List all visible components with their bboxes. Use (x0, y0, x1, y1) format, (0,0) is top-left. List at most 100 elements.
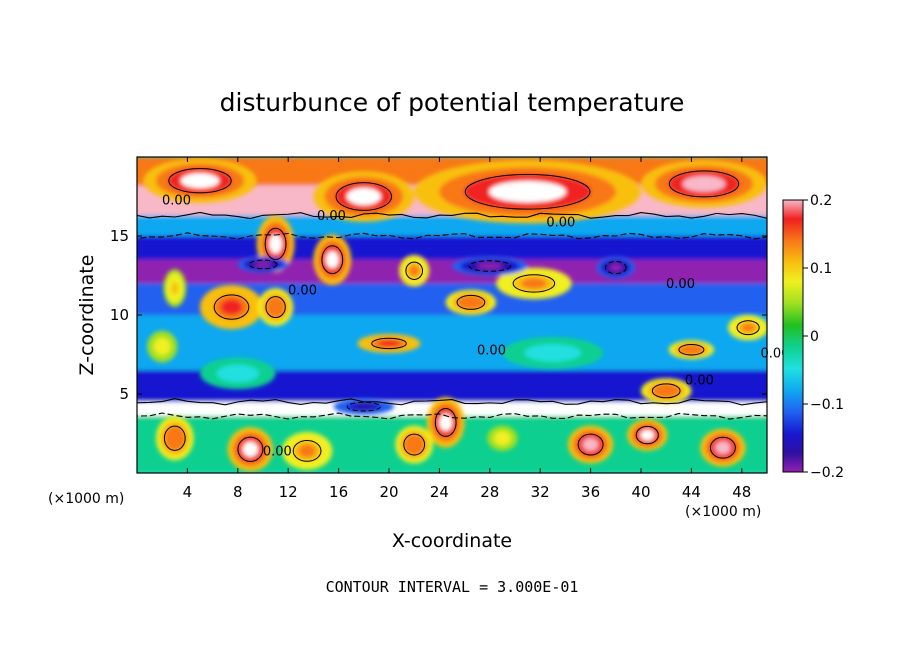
contour-layer (137, 168, 767, 462)
contour-line-26 (248, 259, 278, 270)
x-axis-ticks: 4 8 12 16 20 24 28 32 36 40 44 48 (183, 157, 751, 501)
blob-13-ring-3 (741, 323, 755, 332)
blob-9-ring-3 (462, 298, 480, 307)
contour-line-25 (604, 261, 627, 275)
blob-17-ring-3 (242, 441, 259, 457)
x-unit-right: (×1000 m) (685, 504, 761, 520)
blob-7-ring-3 (269, 300, 282, 314)
contour-zero-2 (137, 398, 767, 406)
contour-label-2: 0.00 (546, 216, 575, 231)
blob-29-ring-3 (535, 347, 570, 359)
blob-4-ring-3 (269, 234, 283, 254)
contour-line-5 (321, 245, 344, 275)
contour-line-18 (292, 439, 322, 462)
contour-line-11 (405, 261, 424, 280)
colorbar-tick-label-4: −0.2 (810, 465, 844, 481)
blob-24-ring-3 (497, 433, 508, 443)
contour-line-0 (168, 168, 232, 194)
x-tick-label-6: 28 (480, 483, 499, 501)
band-3 (137, 236, 767, 260)
blob-14-ring-3 (683, 346, 700, 353)
contour-line-2 (464, 173, 591, 210)
y-axis-label: Z-coordinate (76, 255, 98, 376)
contour-line-22 (163, 425, 186, 451)
colorbar-ticks: 0.2 0.1 0 −0.1 −0.2 (803, 193, 844, 481)
blob-19-ring-3 (582, 438, 599, 452)
y-tick-label-2: 15 (110, 227, 129, 245)
contour-label-3: 0.00 (288, 283, 317, 298)
contour-label-8: 0.00 (263, 445, 292, 460)
contour-line-7 (265, 296, 286, 319)
contour-line-23 (635, 425, 659, 445)
blob-5-ring-3 (325, 251, 339, 269)
blob-26-ring-3 (254, 261, 272, 268)
contour-line-15 (434, 408, 457, 437)
blob-10-ring-3 (521, 278, 547, 289)
x-tick-label-10: 44 (682, 483, 701, 501)
x-tick-label-11: 48 (732, 483, 751, 501)
contour-label-6: 0.00 (761, 347, 790, 362)
contour-line-4 (264, 227, 287, 261)
band-2 (137, 215, 767, 236)
contour-line-14 (678, 344, 705, 356)
colorbar-tick-label-1: 0.1 (810, 261, 832, 277)
colorbar-tick-label-3: −0.1 (810, 397, 844, 413)
contour-line-10 (512, 274, 556, 293)
blob-1-ring-3 (346, 187, 381, 206)
blob-20-ring-3 (715, 441, 731, 455)
blob-2-ring-3 (489, 181, 567, 203)
contour-zero-0 (137, 211, 767, 220)
blob-28-ring-3 (224, 368, 251, 379)
colorbar-tick-label-2: 0 (810, 329, 819, 345)
contour-line-21 (403, 433, 426, 456)
contour-line-13 (736, 320, 760, 336)
x-tick-label-9: 40 (631, 483, 650, 501)
contour-label-4: 0.00 (666, 277, 695, 292)
contour-zero-3 (137, 412, 767, 420)
blob-3-ring-3 (682, 175, 726, 192)
blob-27-ring-3 (476, 262, 503, 270)
x-tick-label-0: 4 (183, 483, 193, 501)
x-tick-label-7: 32 (531, 483, 550, 501)
blob-31-ring-3 (353, 403, 375, 410)
colorbar (782, 199, 804, 473)
blob-15-ring-3 (439, 413, 453, 432)
blob-16-ring-3 (657, 386, 675, 396)
contour-line-20 (709, 436, 736, 459)
contour-label-1: 0.00 (317, 209, 346, 224)
blob-12-ring-3 (170, 281, 179, 295)
y-tick-label-0: 5 (119, 385, 129, 403)
blob-30-ring-3 (157, 341, 168, 352)
y-axis-ticks: 5 10 15 (110, 227, 767, 403)
contour-line-19 (577, 433, 604, 456)
x-tick-label-3: 16 (329, 483, 348, 501)
contour-label-0: 0.00 (162, 193, 191, 208)
blob-8-ring-3 (378, 340, 400, 347)
blob-21-ring-3 (407, 438, 421, 452)
contour-label-5: 0.00 (477, 344, 506, 359)
colorbar-tick-label-0: 0.2 (810, 193, 832, 209)
blob-0-ring-3 (180, 173, 220, 189)
contour-line-8 (371, 337, 407, 350)
contour-interval-footer: CONTOUR INTERVAL = 3.000E-01 (326, 578, 579, 596)
blob-11-ring-3 (409, 265, 420, 277)
x-tick-label-4: 20 (379, 483, 398, 501)
plot-area (137, 157, 767, 473)
contour-zero-1 (137, 232, 767, 240)
contour-line-27 (468, 260, 512, 272)
contour-labels: 0.00 0.00 0.00 0.00 0.00 0.00 0.00 0.00 0.00 (162, 193, 789, 459)
contour-line-1 (335, 182, 393, 211)
x-tick-label-8: 36 (581, 483, 600, 501)
contour-line-17 (237, 436, 264, 462)
x-tick-label-1: 8 (233, 483, 243, 501)
contour-line-6 (213, 294, 250, 320)
x-axis-label: X-coordinate (392, 530, 512, 552)
chart-title: disturbunce of potential temperature (220, 88, 685, 117)
blob-18-ring-3 (298, 444, 316, 458)
blob-23-ring-3 (640, 429, 655, 441)
contour-line-3 (668, 170, 740, 198)
contour-line-9 (456, 294, 486, 310)
x-tick-label-2: 12 (279, 483, 298, 501)
blob-22-ring-3 (168, 430, 182, 446)
